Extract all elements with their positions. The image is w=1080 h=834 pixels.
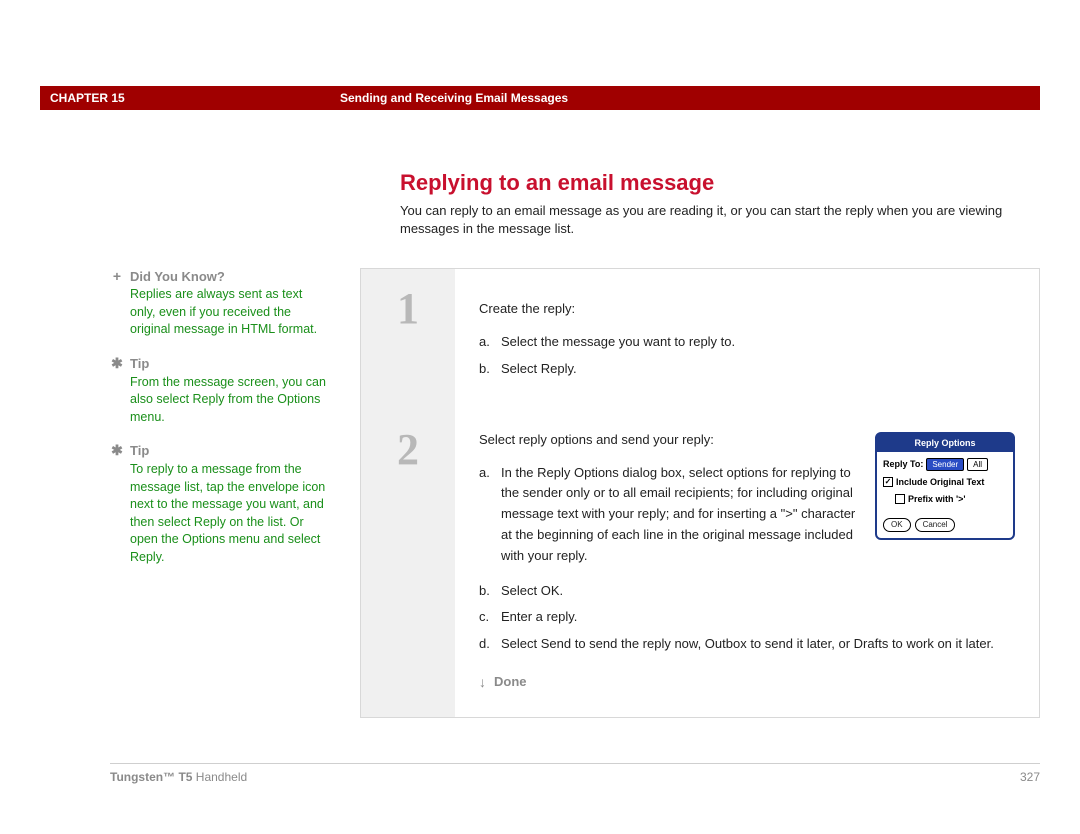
sub-label-a: a. — [479, 332, 501, 353]
step-number: 2 — [397, 424, 419, 475]
plus-icon: + — [110, 268, 124, 284]
page-content: Replying to an email message You can rep… — [110, 170, 1040, 718]
step-lead: Create the reply: — [479, 299, 1015, 320]
sub-label-a: a. — [479, 463, 501, 567]
sidebar-item-body: From the message screen, you can also se… — [130, 374, 330, 427]
include-original-label: Include Original Text — [896, 475, 984, 489]
step2-c: Enter a reply. — [501, 607, 1015, 628]
sidebar-item-body: To reply to a message from the message l… — [130, 461, 330, 566]
include-original-checkbox[interactable]: ✓ — [883, 477, 893, 487]
asterisk-icon: ✱ — [110, 442, 124, 459]
sidebar-tip-1: ✱ Tip From the message screen, you can a… — [110, 355, 330, 427]
done-arrow-icon: ↓ — [479, 671, 486, 693]
ok-button[interactable]: OK — [883, 518, 911, 532]
step1-a: Select the message you want to reply to. — [501, 332, 1015, 353]
step-2: 2 Select reply options and send your rep… — [361, 410, 1039, 718]
page-footer: Tungsten™ T5 Handheld 327 — [110, 763, 1040, 784]
step-lead: Select reply options and send your reply… — [479, 430, 861, 451]
done-label: Done — [494, 672, 527, 693]
dialog-title: Reply Options — [877, 434, 1013, 452]
sidebar-item-title: Tip — [130, 356, 149, 371]
reply-to-label: Reply To: — [883, 457, 923, 471]
sidebar-item-body: Replies are always sent as text only, ev… — [130, 286, 330, 339]
step2-b: Select OK. — [501, 581, 1015, 602]
section-title: Replying to an email message — [400, 170, 1040, 196]
sub-label-b: b. — [479, 359, 501, 380]
chapter-subtitle: Sending and Receiving Email Messages — [340, 91, 1030, 105]
sub-label-c: c. — [479, 607, 501, 628]
section-intro: You can reply to an email message as you… — [400, 202, 1040, 238]
sub-label-b: b. — [479, 581, 501, 602]
prefix-label: Prefix with '>' — [908, 492, 966, 506]
product-name: Tungsten™ T5 Handheld — [110, 770, 247, 784]
cancel-button[interactable]: Cancel — [915, 518, 956, 532]
chapter-label: CHAPTER 15 — [50, 91, 340, 105]
reply-to-all-button[interactable]: All — [967, 458, 988, 471]
asterisk-icon: ✱ — [110, 355, 124, 372]
step2-a: In the Reply Options dialog box, select … — [501, 463, 861, 567]
step-1: 1 Create the reply: a.Select the message… — [361, 269, 1039, 409]
sidebar-tip-2: ✱ Tip To reply to a message from the mes… — [110, 442, 330, 566]
sub-label-d: d. — [479, 634, 501, 655]
step2-d: Select Send to send the reply now, Outbo… — [501, 634, 1015, 655]
sidebar-item-title: Did You Know? — [130, 269, 225, 284]
step-number: 1 — [397, 283, 419, 334]
reply-to-sender-button[interactable]: Sender — [926, 458, 964, 471]
reply-options-dialog: Reply Options Reply To: Sender All ✓ Inc… — [875, 432, 1015, 541]
sidebar-item-title: Tip — [130, 443, 149, 458]
done-row: ↓ Done — [479, 671, 1015, 693]
page-number: 327 — [1020, 770, 1040, 784]
chapter-header: CHAPTER 15 Sending and Receiving Email M… — [40, 86, 1040, 110]
steps-panel: 1 Create the reply: a.Select the message… — [360, 268, 1040, 718]
sidebar: + Did You Know? Replies are always sent … — [110, 268, 360, 718]
prefix-checkbox[interactable] — [895, 494, 905, 504]
sidebar-did-you-know: + Did You Know? Replies are always sent … — [110, 268, 330, 339]
step1-b: Select Reply. — [501, 359, 1015, 380]
